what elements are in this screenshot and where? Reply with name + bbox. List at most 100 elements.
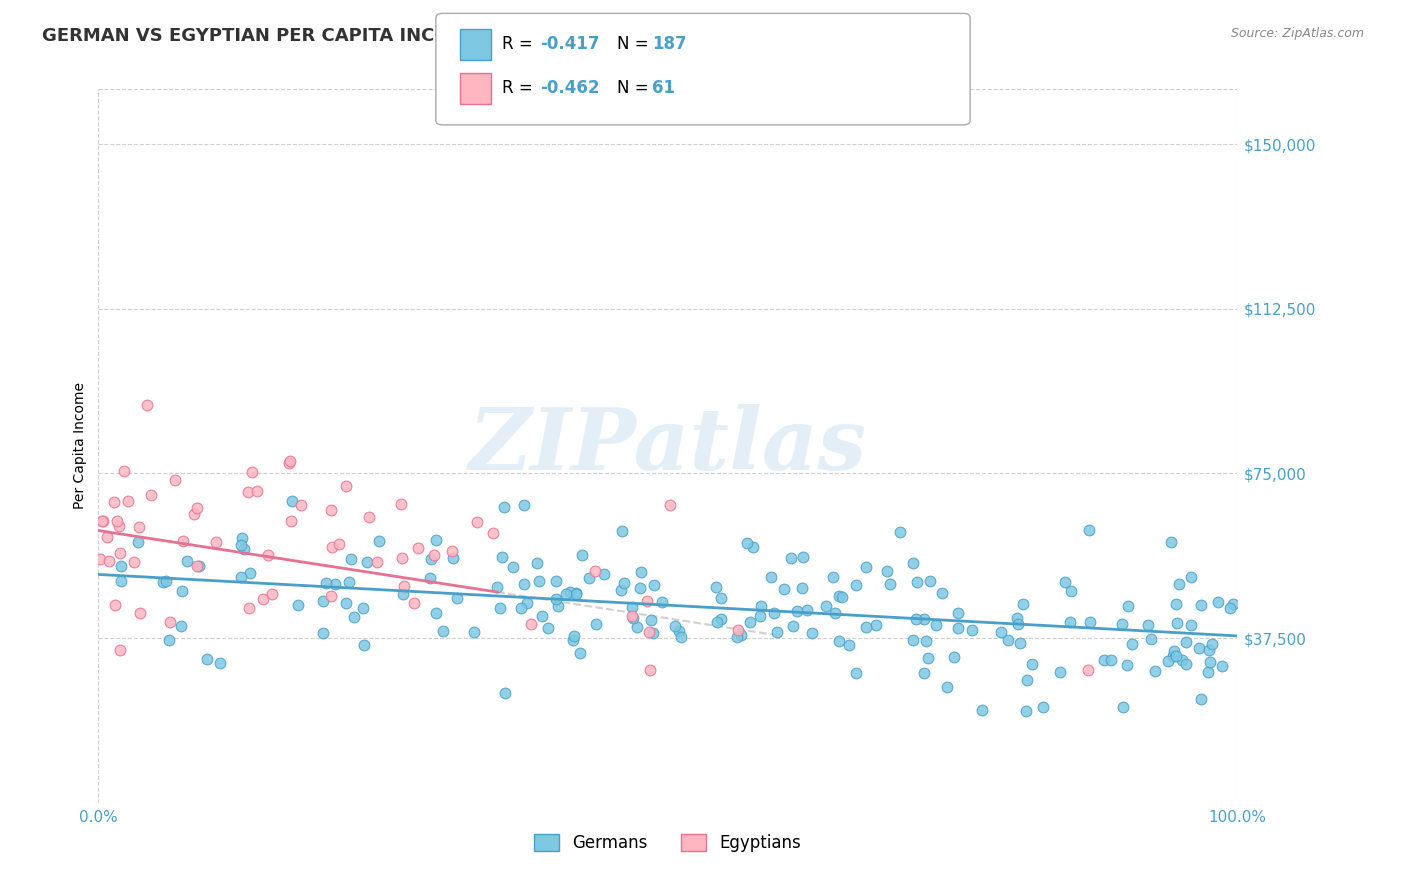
Point [1116, 658, 1139, 673]
Point [855, 620, 877, 634]
Point [1180, 569, 1202, 583]
Point [1222, 598, 1244, 612]
Point [735, 536, 758, 550]
Point [408, 541, 430, 555]
Point [668, 624, 690, 639]
Point [578, 571, 600, 585]
Point [669, 630, 692, 644]
Point [1197, 665, 1219, 679]
Point [792, 549, 814, 564]
Point [537, 621, 560, 635]
Point [562, 629, 585, 643]
Point [491, 550, 513, 565]
Point [495, 686, 517, 700]
Point [1180, 617, 1202, 632]
Point [93, 515, 115, 529]
Point [796, 602, 818, 616]
Point [246, 484, 269, 499]
Point [195, 651, 218, 665]
Point [1189, 598, 1212, 612]
Point [1163, 643, 1185, 657]
Point [1139, 632, 1161, 647]
Point [786, 603, 808, 617]
Point [571, 549, 593, 563]
Point [312, 593, 335, 607]
Text: Source: ZipAtlas.com: Source: ZipAtlas.com [1230, 27, 1364, 40]
Point [727, 623, 749, 637]
Point [165, 473, 187, 487]
Point [1157, 654, 1180, 668]
Point [628, 581, 651, 595]
Point [879, 577, 901, 591]
Point [801, 626, 824, 640]
Point [621, 611, 644, 625]
Point [208, 656, 231, 670]
Point [128, 520, 150, 534]
Point [1021, 657, 1043, 672]
Point [997, 632, 1019, 647]
Point [494, 500, 516, 515]
Text: R =: R = [502, 35, 538, 53]
Point [1060, 583, 1083, 598]
Point [780, 551, 803, 566]
Point [526, 556, 548, 570]
Point [620, 600, 643, 615]
Point [946, 621, 969, 635]
Point [901, 556, 924, 570]
Point [280, 514, 302, 528]
Point [815, 599, 838, 614]
Point [593, 566, 616, 581]
Point [828, 634, 851, 648]
Point [238, 600, 260, 615]
Point [1007, 617, 1029, 632]
Point [641, 625, 664, 640]
Point [157, 633, 180, 648]
Point [912, 612, 935, 626]
Point [946, 606, 969, 620]
Point [530, 608, 553, 623]
Point [502, 560, 524, 574]
Point [782, 619, 804, 633]
Point [465, 515, 488, 529]
Point [290, 498, 312, 512]
Point [621, 609, 644, 624]
Point [889, 525, 911, 540]
Point [554, 587, 576, 601]
Point [658, 498, 681, 512]
Point [287, 598, 309, 612]
Point [112, 465, 135, 479]
Text: R =: R = [502, 79, 538, 97]
Point [831, 590, 853, 604]
Point [239, 566, 262, 580]
Point [335, 478, 357, 492]
Point [117, 494, 139, 508]
Point [565, 585, 588, 599]
Point [637, 593, 659, 607]
Point [368, 533, 391, 548]
Point [1015, 704, 1038, 718]
Point [1219, 601, 1241, 615]
Point [335, 596, 357, 610]
Point [706, 580, 728, 594]
Point [105, 514, 128, 528]
Point [446, 591, 468, 606]
Point [1077, 523, 1099, 537]
Point [1007, 611, 1029, 625]
Point [640, 613, 662, 627]
Point [710, 612, 733, 626]
Point [990, 624, 1012, 639]
Point [1175, 635, 1198, 649]
Point [725, 630, 748, 644]
Point [855, 560, 877, 574]
Point [664, 619, 686, 633]
Point [1112, 700, 1135, 714]
Point [419, 551, 441, 566]
Point [558, 584, 581, 599]
Point [765, 624, 787, 639]
Point [1171, 653, 1194, 667]
Text: -0.417: -0.417 [540, 35, 599, 53]
Point [231, 532, 253, 546]
Point [183, 507, 205, 521]
Point [901, 632, 924, 647]
Point [762, 606, 785, 620]
